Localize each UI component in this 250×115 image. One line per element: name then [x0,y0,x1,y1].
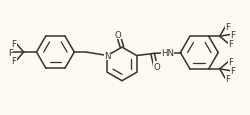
Text: F: F [8,48,12,57]
Text: F: F [224,23,229,32]
Text: F: F [12,56,16,65]
Text: F: F [224,74,229,83]
Text: F: F [227,39,232,48]
Text: HN: HN [160,49,173,58]
Text: F: F [230,67,234,76]
Text: O: O [152,62,159,71]
Text: F: F [227,58,232,67]
Text: N: N [104,52,110,60]
Text: O: O [114,30,121,39]
Text: F: F [12,40,16,49]
Text: F: F [230,31,234,40]
